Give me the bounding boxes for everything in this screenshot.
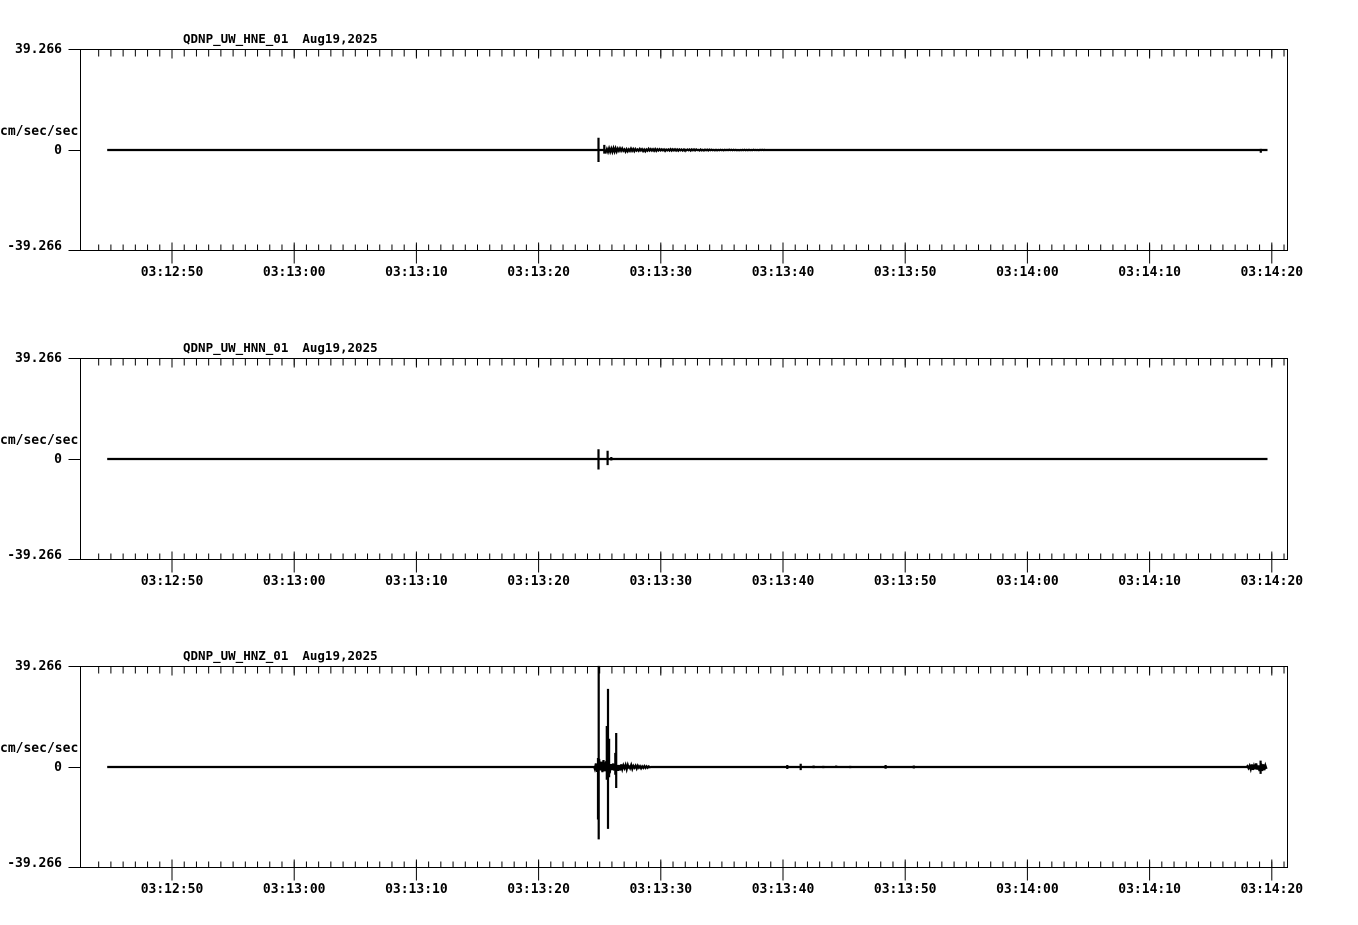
x-tick-label: 03:13:20 xyxy=(507,574,570,589)
chart-title: QDNP_UW_HNN_01 Aug19,2025 xyxy=(183,340,378,355)
x-tick-label: 03:14:10 xyxy=(1118,574,1181,589)
seismogram-chart-hnz: QDNP_UW_HNZ_01 Aug19,2025 39.266 cm/sec/s… xyxy=(0,617,1358,925)
chart-date: Aug19,2025 xyxy=(302,31,378,46)
x-tick-label: 03:13:20 xyxy=(507,265,570,280)
channel-id: QDNP_UW_HNZ_01 xyxy=(183,648,289,663)
x-tick-label: 03:13:30 xyxy=(629,574,692,589)
chart-title: QDNP_UW_HNZ_01 Aug19,2025 xyxy=(183,648,378,663)
x-tick-label: 03:13:00 xyxy=(263,882,326,897)
waveform-trace xyxy=(107,137,1268,162)
y-min-label: -39.266 xyxy=(7,239,62,254)
y-max-label: 39.266 xyxy=(15,42,62,57)
x-tick-label: 03:13:00 xyxy=(263,265,326,280)
y-zero-label: 0 xyxy=(54,760,62,775)
waveform-plot: 03:12:50 03:13:00 03:13:10 03:13:20 03:13:30… xyxy=(68,665,1303,897)
x-tick-label: 03:13:50 xyxy=(874,882,937,897)
x-tick-label: 03:13:00 xyxy=(263,574,326,589)
y-min-label: -39.266 xyxy=(7,856,62,871)
x-tick-label: 03:13:10 xyxy=(385,265,448,280)
x-tick-label: 03:12:50 xyxy=(141,265,204,280)
x-tick-label: 03:13:20 xyxy=(507,882,570,897)
waveform-plot: 03:12:50 03:13:00 03:13:10 03:13:20 03:13:30… xyxy=(68,49,1303,280)
channel-id: QDNP_UW_HNN_01 xyxy=(183,340,289,355)
x-tick-label: 03:13:50 xyxy=(874,574,937,589)
chart-title: QDNP_UW_HNE_01 Aug19,2025 xyxy=(183,31,378,46)
x-tick-label: 03:14:00 xyxy=(996,574,1059,589)
x-tick-label: 03:14:10 xyxy=(1118,265,1181,280)
x-tick-label: 03:13:30 xyxy=(629,265,692,280)
x-tick-label: 03:13:30 xyxy=(629,882,692,897)
x-tick-label: 03:12:50 xyxy=(141,882,204,897)
x-tick-label: 03:14:00 xyxy=(996,265,1059,280)
waveform-trace xyxy=(107,449,1268,470)
chart-date: Aug19,2025 xyxy=(302,648,378,663)
x-tick-label: 03:13:40 xyxy=(752,882,815,897)
channel-id: QDNP_UW_HNE_01 xyxy=(183,31,289,46)
x-tick-label: 03:13:10 xyxy=(385,574,448,589)
x-tick-label: 03:14:20 xyxy=(1240,882,1303,897)
seismogram-chart-hnn: QDNP_UW_HNN_01 Aug19,2025 39.266 cm/sec/s… xyxy=(0,309,1358,617)
x-tick-label: 03:14:20 xyxy=(1240,265,1303,280)
chart-date: Aug19,2025 xyxy=(302,340,378,355)
x-tick-label: 03:12:50 xyxy=(141,574,204,589)
x-tick-label: 03:13:50 xyxy=(874,265,937,280)
seismogram-chart-hne: QDNP_UW_HNE_01 Aug19,2025 39.266 cm/sec/s… xyxy=(0,0,1358,308)
x-tick-label: 03:13:40 xyxy=(752,574,815,589)
y-min-label: -39.266 xyxy=(7,548,62,563)
waveform-plot: 03:12:50 03:13:00 03:13:10 03:13:20 03:13:30… xyxy=(68,358,1303,589)
y-unit-label: cm/sec/sec xyxy=(0,741,79,756)
y-max-label: 39.266 xyxy=(15,351,62,366)
x-tick-label: 03:14:10 xyxy=(1118,882,1181,897)
waveform-trace xyxy=(107,665,1268,840)
y-unit-label: cm/sec/sec xyxy=(0,124,79,139)
y-unit-label: cm/sec/sec xyxy=(0,433,79,448)
y-max-label: 39.266 xyxy=(15,659,62,674)
x-tick-label: 03:14:20 xyxy=(1240,574,1303,589)
x-tick-label: 03:13:40 xyxy=(752,265,815,280)
y-zero-label: 0 xyxy=(54,452,62,467)
x-tick-label: 03:14:00 xyxy=(996,882,1059,897)
x-tick-label: 03:13:10 xyxy=(385,882,448,897)
y-zero-label: 0 xyxy=(54,143,62,158)
